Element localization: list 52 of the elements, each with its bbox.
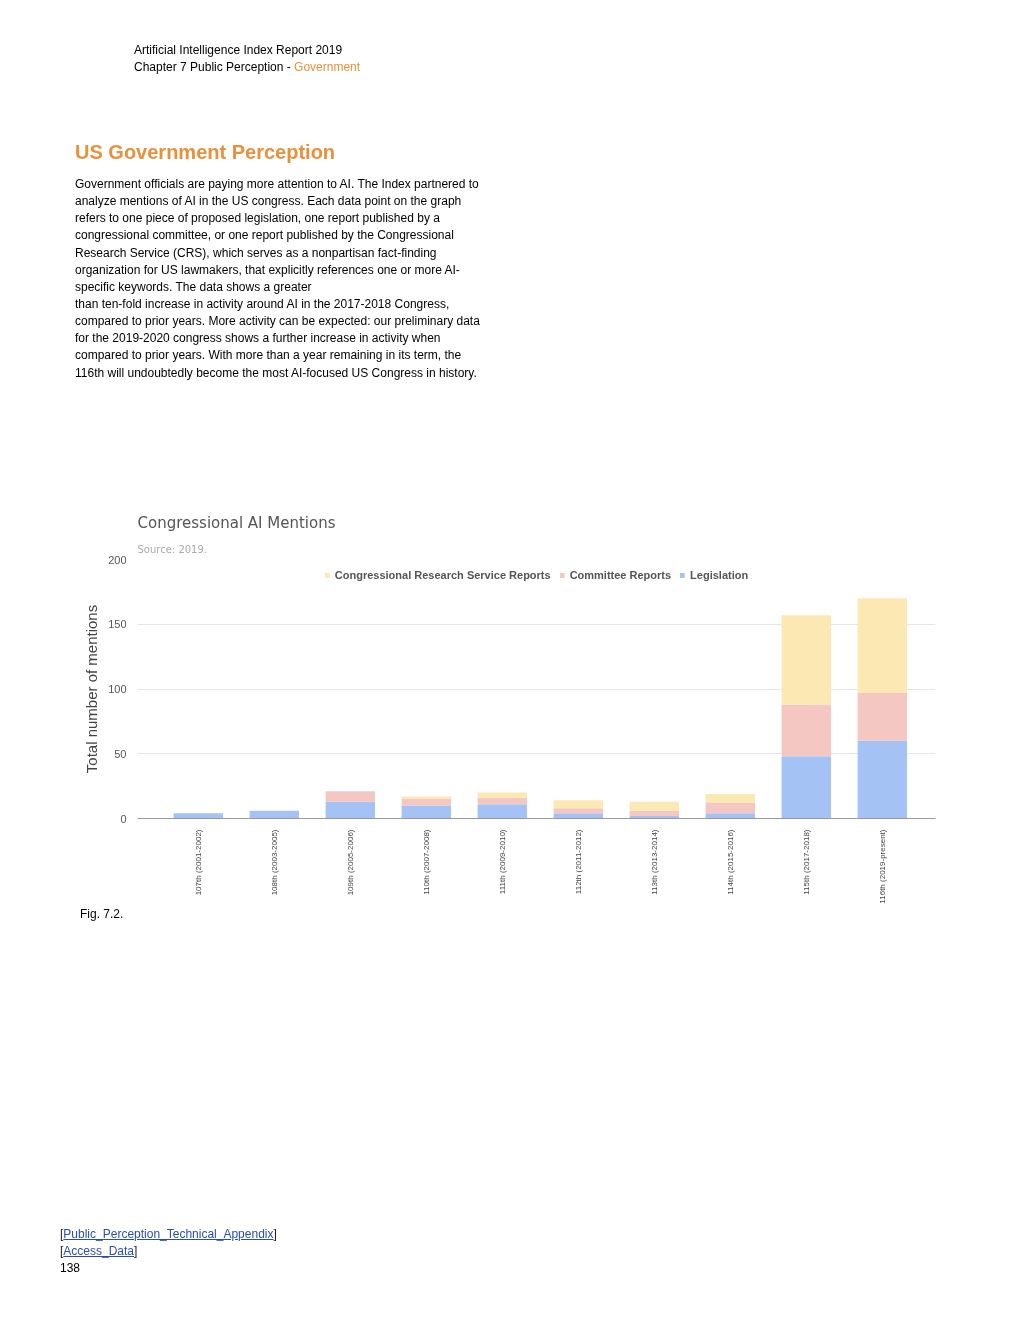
bar (401, 805, 451, 819)
x-tick-label: 116th (2019-present) (877, 829, 887, 904)
y-tick-label: 100 (108, 683, 127, 695)
bar (781, 756, 831, 819)
bar (781, 615, 831, 705)
bar (705, 813, 755, 819)
x-tick-label: 111th (2009-2010) (497, 829, 507, 895)
text: Chapter 7 Public Perception - Government (134, 60, 361, 75)
bar (477, 797, 527, 805)
bar (629, 801, 679, 811)
x-tick-label: 107th (2001-2002) (193, 829, 203, 896)
bar (477, 792, 527, 798)
x-tick-label: 112th (2011-2012) (573, 829, 583, 895)
y-tick-label: 150 (108, 618, 127, 631)
bar (325, 791, 375, 802)
bar (553, 800, 603, 809)
bar (705, 793, 755, 803)
text: US Government Perception (75, 141, 336, 163)
x-tick-label: 110th (2007-2008) (421, 829, 431, 895)
x-tick-label: 109th (2005-2006) (345, 829, 355, 896)
bar (781, 704, 831, 757)
bar (553, 808, 603, 814)
legend-label: Legislation (690, 569, 749, 581)
caption: Fig. 7.2. (80, 906, 124, 923)
y-tick-label: 50 (114, 747, 127, 760)
text: [Public_Perception_Technical_Appendix] (60, 1227, 277, 1241)
y-axis-title: Total number of mentions (83, 604, 101, 774)
text: 138 (60, 1260, 82, 1278)
bar (553, 813, 603, 819)
y-tick-label: 0 (120, 812, 127, 825)
y-tick-label: 200 (108, 553, 127, 566)
text: than ten-fold increase in activity around AI in the 2017-2018 Congress, compared to prior years. More activity can be expected: our preliminary data for the 2019-2020 congress shows a further increase in activity when compared to prior years. With more than a year remaining in its term, the 116th will undoubtedly become the most AI-focused US Congress in history. (75, 296, 480, 382)
bar (401, 796, 451, 800)
bar (173, 813, 223, 819)
bar (477, 804, 527, 819)
x-tick-label: 114th (2015-2016) (725, 829, 735, 895)
bar (857, 692, 907, 741)
legend-label: Committee Reports (569, 569, 672, 581)
text: [Access_Data] (60, 1244, 138, 1259)
x-tick-label: 108th (2003-2005) (269, 829, 279, 896)
legend-label: Congressional Research Service Reports (334, 569, 551, 581)
bar (325, 801, 375, 819)
source-note: Source: 2019. (137, 543, 208, 555)
text: Artificial Intelligence Index Report 2019 (134, 43, 343, 57)
bar (401, 799, 451, 806)
x-tick-label: 115th (2017-2018) (801, 829, 811, 895)
bar (857, 598, 907, 693)
bar (629, 810, 679, 816)
chart-title: Congressional AI Mentions (137, 513, 336, 532)
x-tick-label: 113th (2013-2014) (649, 829, 659, 895)
bar (705, 802, 755, 814)
bar (857, 740, 907, 819)
